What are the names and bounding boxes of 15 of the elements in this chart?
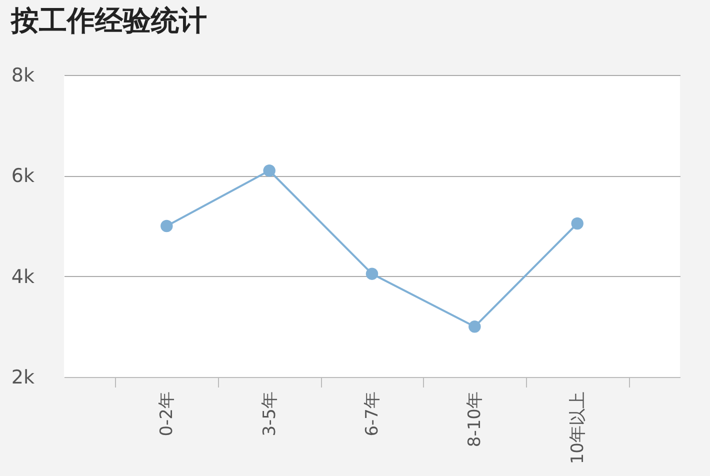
x-tick-label: 6-7年 <box>362 392 382 436</box>
point <box>160 220 173 232</box>
x-tick-label: 10年以上 <box>568 392 588 464</box>
point <box>468 320 481 333</box>
y-tick-label: 6k <box>11 165 34 188</box>
x-tick-label: 0-2年 <box>157 392 178 436</box>
point <box>263 164 276 177</box>
point <box>366 268 378 280</box>
x-tick-label: 8-10年 <box>465 392 486 448</box>
y-tick-label: 8k <box>11 64 34 86</box>
point <box>571 217 584 230</box>
chart-title: 按工作经验统计 <box>10 4 207 37</box>
y-tick-label: 2k <box>11 366 34 388</box>
y-tick-label: 4k <box>11 266 34 288</box>
x-tick-label: 3-5年 <box>260 392 280 436</box>
